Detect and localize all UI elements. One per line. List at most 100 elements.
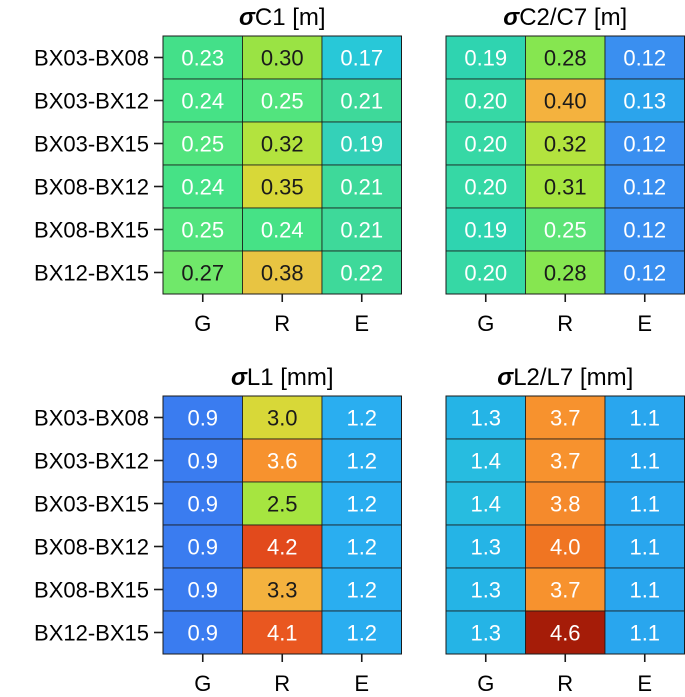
heatmap-cell — [321, 567, 402, 612]
column-label: R — [274, 311, 290, 336]
cell-value-label: 1.2 — [346, 449, 377, 474]
row-label: BX03-BX15 — [34, 492, 149, 517]
heatmap-cell — [525, 250, 606, 295]
cell-value-label: 1.2 — [346, 578, 377, 603]
row-label: BX08-BX15 — [34, 578, 149, 603]
row-label: BX12-BX15 — [34, 621, 149, 646]
cell-value-label: 0.9 — [187, 535, 218, 560]
heatmap-cell — [525, 121, 606, 166]
row-label: BX03-BX12 — [34, 89, 149, 114]
cell-value-label: 1.4 — [470, 492, 501, 517]
heatmap-panel: σL1 [mm] 0.9 3.0 1.2 0.9 3.6 1.2 0.9 2.5 1.2 0.9 4.… — [34, 364, 402, 696]
heatmap-cell — [242, 395, 323, 440]
heatmap-cell — [604, 395, 685, 440]
cell-value-label: 0.31 — [544, 175, 587, 200]
cell-value-label: 3.6 — [267, 449, 298, 474]
cell-value-label: 0.22 — [340, 261, 383, 286]
cell-value-label: 0.25 — [181, 132, 224, 157]
cell-value-label: 0.28 — [544, 261, 587, 286]
column-label: E — [637, 671, 652, 696]
row-label: BX08-BX12 — [34, 175, 149, 200]
cell-value-label: 0.24 — [261, 218, 304, 243]
column-label: R — [557, 311, 573, 336]
heatmap-cell — [162, 78, 243, 123]
cell-value-label: 0.19 — [340, 132, 383, 157]
heatmap-cell — [604, 567, 685, 612]
cell-value-label: 0.38 — [261, 261, 304, 286]
cell-value-label: 2.5 — [267, 492, 298, 517]
cell-value-label: 1.1 — [629, 621, 660, 646]
heatmap-cell — [242, 438, 323, 483]
row-label: BX03-BX08 — [34, 46, 149, 71]
title-text: L2/L7 [mm] — [513, 364, 633, 391]
cell-value-label: 4.2 — [267, 535, 298, 560]
cell-value-label: 1.1 — [629, 449, 660, 474]
cell-value-label: 4.6 — [550, 621, 581, 646]
cell-value-label: 0.24 — [181, 175, 224, 200]
column-label: E — [354, 671, 369, 696]
row-label: BX08-BX12 — [34, 535, 149, 560]
heatmap-cell — [242, 35, 323, 80]
cell-value-label: 1.4 — [470, 449, 501, 474]
column-label: E — [354, 311, 369, 336]
cell-value-label: 1.3 — [470, 406, 501, 431]
cell-value-label: 1.3 — [470, 535, 501, 560]
cell-value-label: 1.3 — [470, 578, 501, 603]
heatmap-cell — [525, 164, 606, 209]
cell-value-label: 4.0 — [550, 535, 581, 560]
heatmap-cell — [445, 438, 526, 483]
cell-value-label: 0.9 — [187, 578, 218, 603]
title-text: C1 [m] — [255, 4, 326, 31]
column-label: R — [557, 671, 573, 696]
cell-value-label: 0.20 — [464, 175, 507, 200]
cell-value-label: 3.7 — [550, 578, 581, 603]
heatmap-cell — [242, 207, 323, 252]
heatmap-cell — [242, 524, 323, 569]
cell-value-label: 0.13 — [623, 89, 666, 114]
panel-title: σC2/C7 [m] — [503, 4, 627, 31]
cell-value-label: 0.25 — [544, 218, 587, 243]
heatmap-panel: σC2/C7 [m] 0.19 0.28 0.12 0.20 0.40 0.13 0.20 0.… — [445, 4, 685, 336]
heatmap-cell — [604, 207, 685, 252]
cell-value-label: 0.21 — [340, 175, 383, 200]
heatmap-panel: σL2/L7 [mm] 1.3 3.7 1.1 1.4 3.7 1.1 1.4 3.8 1.1 1.… — [445, 364, 685, 696]
heatmap-cell — [321, 164, 402, 209]
panel-title: σC1 [m] — [239, 4, 326, 31]
heatmap-cell — [604, 164, 685, 209]
cell-value-label: 0.9 — [187, 449, 218, 474]
cell-value-label: 0.12 — [623, 261, 666, 286]
cell-value-label: 0.21 — [340, 89, 383, 114]
row-label: BX03-BX15 — [34, 132, 149, 157]
heatmap-cell — [321, 524, 402, 569]
cell-value-label: 1.2 — [346, 535, 377, 560]
heatmap-cell — [321, 78, 402, 123]
cell-value-label: 1.1 — [629, 578, 660, 603]
heatmap-cell — [162, 35, 243, 80]
row-label: BX08-BX15 — [34, 218, 149, 243]
heatmap-cell — [242, 567, 323, 612]
column-label: E — [637, 311, 652, 336]
heatmap-cell — [445, 121, 526, 166]
cell-value-label: 0.17 — [340, 46, 383, 71]
heatmap-cell — [525, 35, 606, 80]
cell-value-label: 1.2 — [346, 621, 377, 646]
heatmap-cell — [242, 610, 323, 655]
title-symbol: σ — [503, 4, 520, 31]
heatmap-cell — [321, 481, 402, 526]
cell-value-label: 0.12 — [623, 132, 666, 157]
heatmap-cell — [604, 121, 685, 166]
heatmap-cell — [242, 250, 323, 295]
heatmap-cell — [604, 524, 685, 569]
cell-value-label: 0.32 — [261, 132, 304, 157]
cell-value-label: 0.40 — [544, 89, 587, 114]
cell-value-label: 0.12 — [623, 218, 666, 243]
cell-value-label: 0.9 — [187, 621, 218, 646]
column-label: G — [477, 671, 494, 696]
heatmap-cell — [604, 481, 685, 526]
cell-value-label: 0.9 — [187, 492, 218, 517]
column-label: G — [477, 311, 494, 336]
row-label: BX03-BX12 — [34, 449, 149, 474]
column-label: G — [194, 311, 211, 336]
title-text: C2/C7 [m] — [519, 4, 627, 31]
